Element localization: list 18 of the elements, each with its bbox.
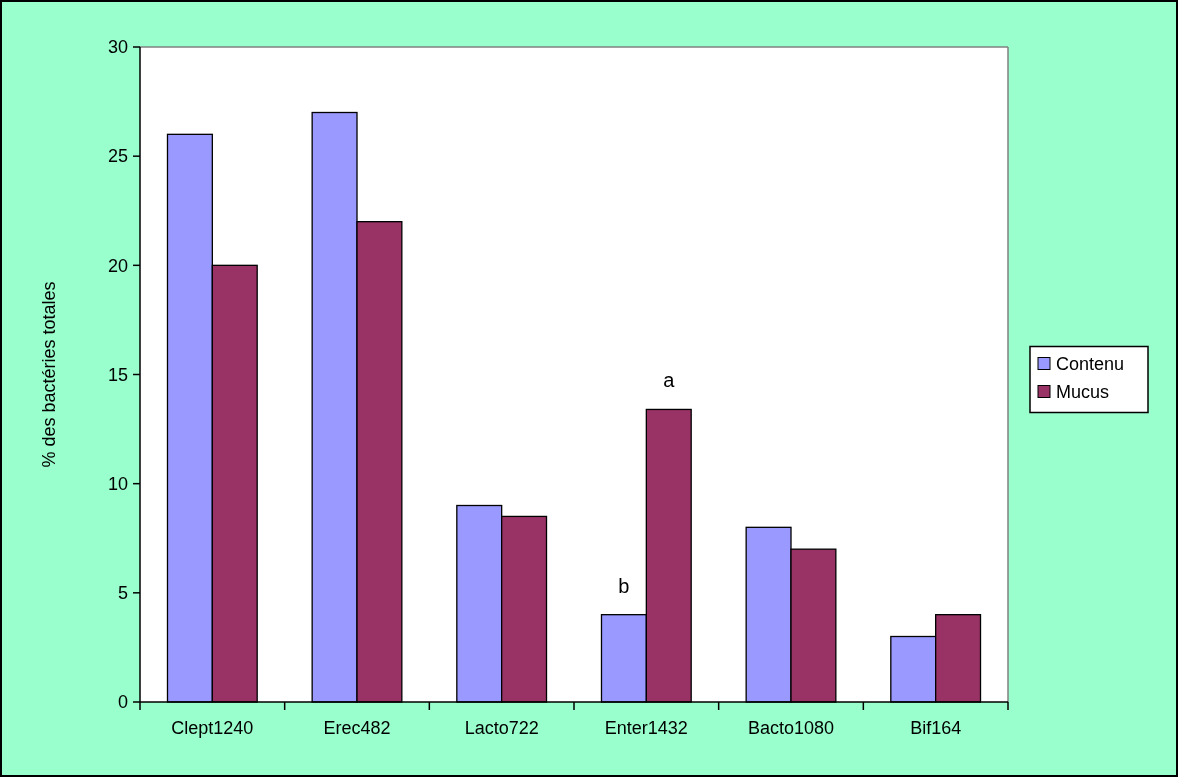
x-tick-label: Clept1240 [171,718,254,738]
y-tick-label: 5 [117,583,128,604]
y-axis-title: % des bactéries totales [39,281,59,468]
annotation: a [663,369,676,392]
y-tick-label: 15 [107,364,128,385]
x-tick-label: Enter1432 [604,718,688,738]
x-tick-label: Lacto722 [464,718,539,738]
y-tick-label: 25 [107,146,128,167]
legend-label: Contenu [1056,353,1125,374]
legend-label: Mucus [1056,381,1110,402]
y-tick-label: 30 [107,37,128,58]
x-tick-label: Bacto1080 [747,718,835,738]
x-tick-label: Bif164 [910,718,962,738]
y-tick-label: 20 [107,255,128,276]
x-tick-label: Erec482 [323,718,391,738]
annotation: b [618,574,630,597]
y-tick-label: 0 [117,692,128,713]
y-tick-label: 10 [107,473,128,494]
